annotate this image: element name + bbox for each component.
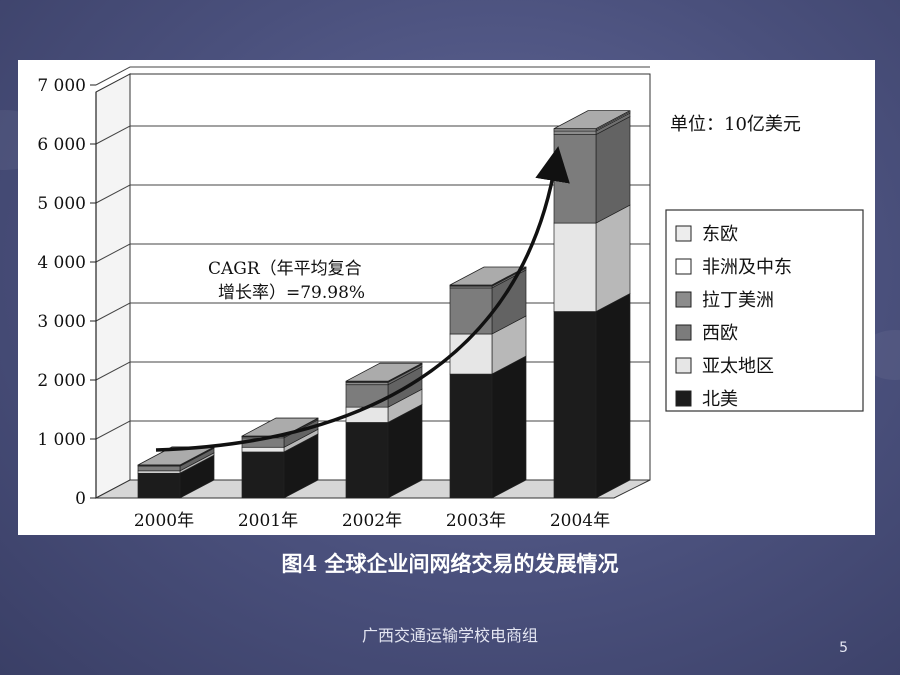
- legend-swatch: [675, 357, 692, 374]
- legend-swatch: [675, 390, 692, 407]
- legend-label: 北美: [702, 389, 738, 410]
- bar-segment: [345, 422, 389, 499]
- y-tick-label: 0: [75, 489, 86, 509]
- legend-swatch: [675, 258, 692, 275]
- legend-box: [665, 209, 864, 412]
- y-tick-label: 1 000: [37, 430, 86, 450]
- x-tick-label: 2000年: [134, 511, 194, 531]
- x-tick-label: 2001年: [238, 511, 298, 531]
- gridline: [95, 66, 650, 86]
- bar-segment: [553, 130, 597, 135]
- unit-label: 单位：10亿美元: [670, 114, 801, 135]
- y-tick-label: 2 000: [37, 371, 86, 391]
- bar-segment-side: [595, 292, 631, 499]
- bar-top-face: [345, 362, 423, 382]
- legend-swatch: [675, 225, 692, 242]
- legend-label: 亚太地区: [702, 356, 774, 377]
- bar-segment: [137, 465, 181, 472]
- bar-top-face: [553, 110, 631, 130]
- x-tick-label: 2002年: [342, 511, 402, 531]
- bar-segment: [241, 451, 285, 499]
- gridline: [95, 184, 650, 204]
- footer-text: 广西交通运输学校电商组: [361, 626, 538, 645]
- figure-caption: 图4 全球企业间网络交易的发展情况: [281, 551, 619, 576]
- bar-segment: [449, 287, 493, 335]
- bar-segment: [137, 470, 181, 474]
- legend-swatch: [675, 291, 692, 308]
- y-tick-label: 6 000: [37, 135, 86, 155]
- x-tick-label: 2003年: [446, 511, 506, 531]
- bar-segment: [553, 134, 597, 224]
- page-number: 5: [839, 640, 848, 656]
- gridline: [95, 243, 650, 263]
- chart-panel: 0 1 000 2 000 3 000 4 000 5 000 6 000 7 000 2000…: [18, 60, 875, 535]
- y-tick-label: 3 000: [37, 312, 86, 332]
- legend-label: 拉丁美洲: [702, 290, 774, 311]
- y-tick-label: 4 000: [37, 253, 86, 273]
- bar-segment: [345, 384, 389, 408]
- y-tick-label: 7 000: [37, 76, 86, 96]
- x-tick-label: 2004年: [550, 511, 610, 531]
- bar-segment: [345, 382, 389, 386]
- legend-label: 非洲及中东: [702, 257, 792, 278]
- bar-segment: [553, 222, 597, 312]
- chart-side-wall: [95, 73, 131, 499]
- bar-segment: [449, 373, 493, 499]
- y-tick-label: 5 000: [37, 194, 86, 214]
- bar-segment-side: [595, 204, 631, 313]
- bar-segment: [449, 333, 493, 375]
- bar-segment: [553, 311, 597, 499]
- bar-segment-side: [491, 355, 527, 499]
- gridline: [95, 125, 650, 145]
- b2b-ecommerce-chart: 0 1 000 2 000 3 000 4 000 5 000 6 000 7 000 2000…: [37, 66, 864, 531]
- legend-label: 东欧: [702, 224, 738, 245]
- legend-swatch: [675, 324, 692, 341]
- bar-segment-side: [595, 115, 631, 224]
- bar-segment: [241, 446, 285, 453]
- cagr-arrow: [155, 146, 570, 452]
- bar-top-face: [449, 266, 527, 286]
- bar-segment: [137, 472, 181, 499]
- cagr-annotation-line2: 增长率）=79.98%: [218, 283, 365, 303]
- legend-label: 西欧: [702, 323, 738, 344]
- cagr-annotation-line1: CAGR（年平均复合: [208, 259, 362, 279]
